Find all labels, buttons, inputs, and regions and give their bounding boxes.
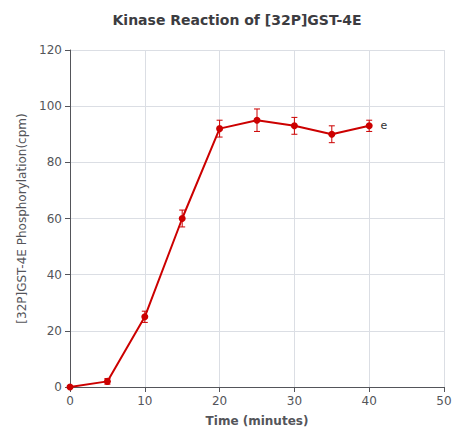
svg-text:100: 100 xyxy=(39,99,62,113)
svg-text:120: 120 xyxy=(39,43,62,57)
svg-text:Time (minutes): Time (minutes) xyxy=(206,414,309,428)
svg-text:20: 20 xyxy=(212,394,227,408)
svg-text:0: 0 xyxy=(54,380,62,394)
svg-text:60: 60 xyxy=(47,212,62,226)
svg-text:0: 0 xyxy=(66,394,74,408)
svg-text:e: e xyxy=(380,119,387,132)
svg-text:10: 10 xyxy=(137,394,152,408)
svg-text:40: 40 xyxy=(47,268,62,282)
svg-text:40: 40 xyxy=(362,394,377,408)
svg-text:[32P]GST-4E Phosphorylation(cp: [32P]GST-4E Phosphorylation(cpm) xyxy=(15,113,29,323)
svg-text:Kinase Reaction of [32P]GST-4E: Kinase Reaction of [32P]GST-4E xyxy=(112,12,361,28)
svg-text:80: 80 xyxy=(47,155,62,169)
svg-text:20: 20 xyxy=(47,324,62,338)
svg-text:50: 50 xyxy=(436,394,451,408)
svg-text:30: 30 xyxy=(287,394,302,408)
